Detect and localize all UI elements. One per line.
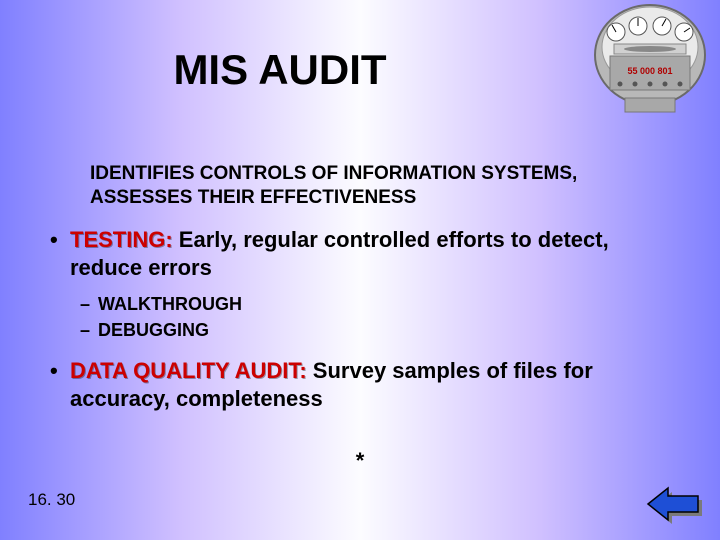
- slide-number: 16. 30: [28, 490, 75, 510]
- meter-display: 55 000 801: [627, 66, 672, 76]
- bullet-data-quality: DATA QUALITY AUDIT: Survey samples of fi…: [40, 357, 680, 412]
- slide-title: MIS AUDIT: [0, 46, 560, 94]
- sub-debugging: DEBUGGING: [40, 317, 680, 343]
- bullet-dq-lead: DATA QUALITY AUDIT:: [70, 358, 307, 383]
- bullet-list: TESTING: Early, regular controlled effor…: [40, 226, 680, 412]
- back-arrow-button[interactable]: [644, 480, 706, 528]
- bullet-testing-lead: TESTING:: [70, 227, 173, 252]
- sub-walkthrough: WALKTHROUGH: [40, 291, 680, 317]
- bullet-testing: TESTING: Early, regular controlled effor…: [40, 226, 680, 281]
- electric-meter-icon: 55 000 801: [580, 0, 720, 130]
- footer-star: *: [0, 448, 720, 474]
- intro-text: IDENTIFIES CONTROLS OF INFORMATION SYSTE…: [90, 162, 660, 210]
